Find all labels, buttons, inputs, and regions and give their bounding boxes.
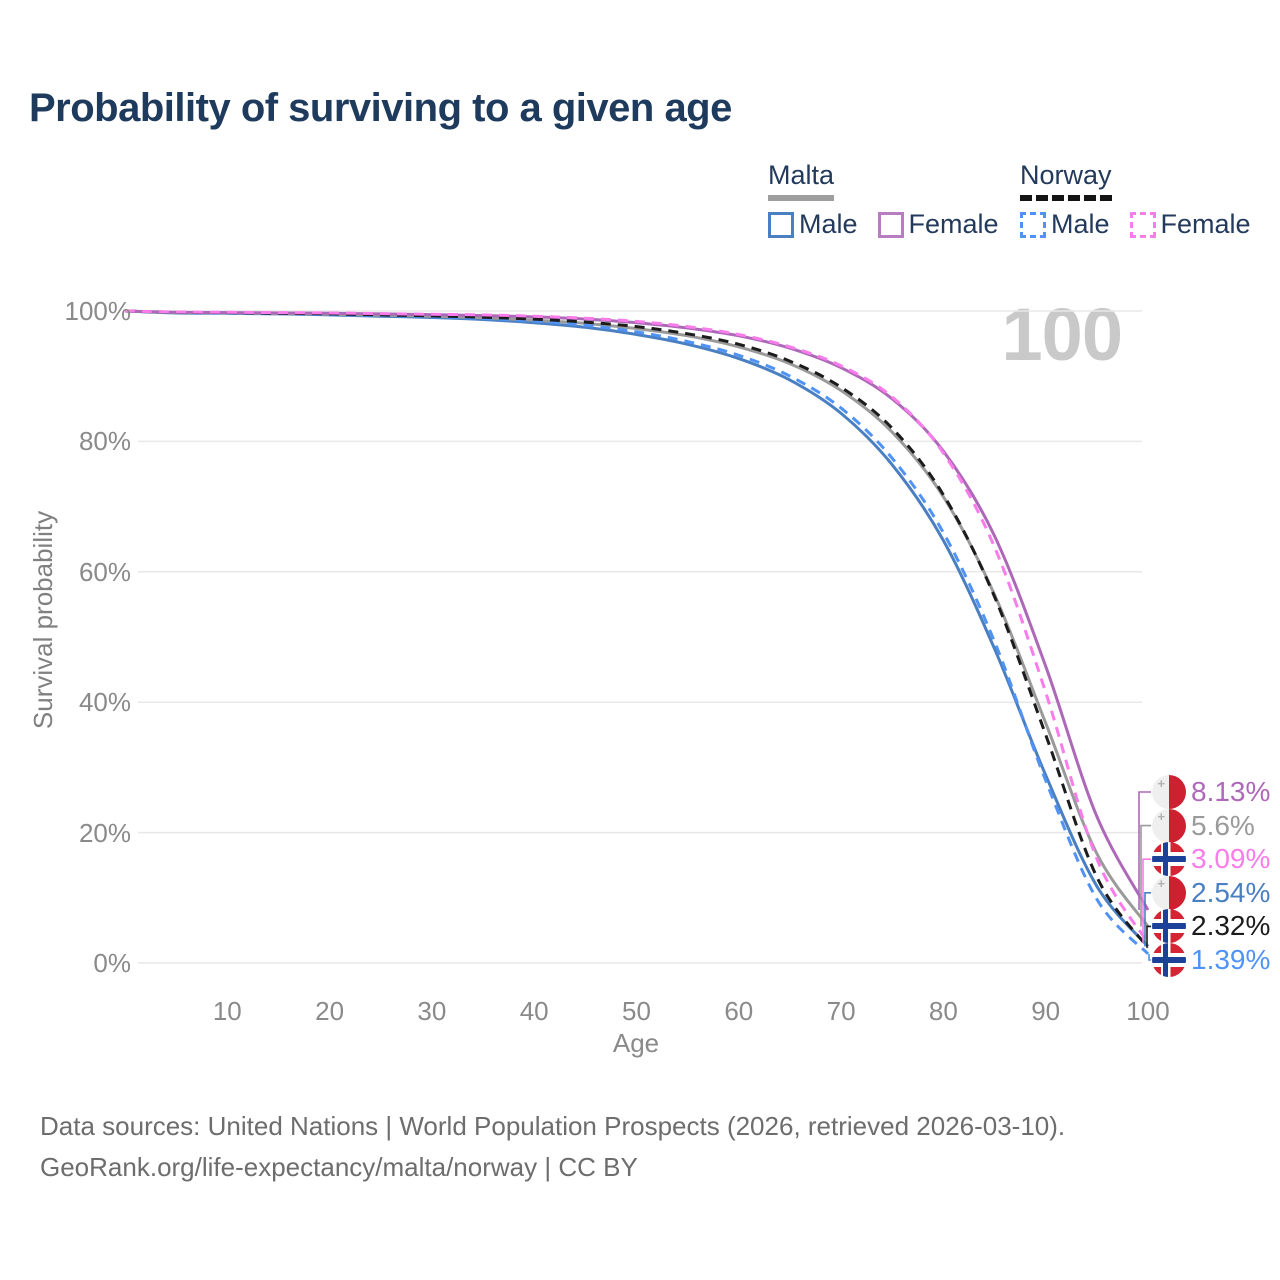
x-tick-label: 100 [1126,996,1170,1026]
y-tick-label: 20% [78,817,131,848]
leader-line [1142,858,1151,943]
footer: Data sources: United Nations | World Pop… [40,1106,1065,1188]
end-label-norway-male: 1.39% [1152,942,1270,978]
x-tick-label: 80 [928,996,958,1026]
malta-female-swatch-icon [877,211,904,238]
norway-flag-icon [1152,943,1186,977]
end-value-label: 2.54% [1191,876,1271,908]
y-tick-label: 0% [93,948,131,978]
series-line-norway-male [124,309,1150,955]
y-tick-label: 40% [78,687,131,718]
x-tick-label: 70 [826,996,856,1026]
end-label-malta-male: 2.54% [1152,875,1270,911]
series-line-malta-female [124,309,1150,911]
legend-label: Male [799,209,858,239]
malta-male-swatch-icon [768,211,794,238]
footer-sources-line: Data sources: United Nations | World Pop… [40,1111,1066,1141]
legend-group-norway: Norway Male Female [1020,160,1271,240]
leader-line [1144,892,1151,947]
footer-attribution-line: GeoRank.org/life-expectancy/malta/norway… [40,1152,638,1182]
legend-entry-norway-male[interactable]: Male [1020,209,1110,240]
x-tick-label: 20 [315,996,345,1026]
end-value-label: 2.32% [1191,910,1271,942]
series-line-norway-both-sexes [124,309,1150,949]
norway-female-swatch-icon [1129,211,1156,238]
age-counter-watermark: 100 [1001,293,1123,376]
y-tick-label: 80% [78,426,131,457]
norway-flag-icon [1152,842,1186,877]
leader-line [1138,791,1151,910]
y-tick-label: 100% [64,296,132,326]
legend-entry-norway-female[interactable]: Female [1129,209,1251,240]
norway-flag-icon [1152,909,1186,944]
end-value-label: 1.39% [1191,944,1271,975]
x-tick-label: 90 [1031,996,1061,1026]
malta-flag-icon [1152,775,1186,809]
end-label-malta-female: 8.13% [1152,774,1270,810]
legend-entry-malta-female[interactable]: Female [877,209,999,240]
end-value-label: 3.09% [1191,843,1271,875]
end-label-malta-both-sexes: 5.6% [1152,808,1255,844]
leader-line [1146,925,1151,948]
legend-label: Female [1160,209,1251,239]
end-label-norway-female: 3.09% [1152,841,1270,877]
leader-line [1140,824,1151,927]
legend-row-norway: Male Female [1020,209,1271,240]
legend-group-malta: Malta Male Female [768,160,1019,240]
x-tick-label: 40 [519,996,549,1026]
legend-label: Male [1051,209,1110,239]
norway-male-swatch-icon [1020,211,1046,238]
page-title: Probability of surviving to a given age [29,86,732,130]
y-tick-label: 60% [78,556,131,587]
series-line-malta-male [124,309,1150,948]
x-tick-label: 30 [417,996,447,1026]
series-line-malta-both-sexes [124,309,1150,928]
x-tick-label: 10 [212,996,242,1026]
end-label-norway-both-sexes: 2.32% [1152,908,1270,944]
series-line-norway-female [124,309,1150,944]
legend-entry-malta-male[interactable]: Male [768,209,858,240]
x-axis-title: Age [612,1028,660,1058]
legend-row-malta: Male Female [768,209,1019,240]
leader-line [1148,953,1151,961]
end-value-label: 5.6% [1191,809,1255,841]
legend-label: Female [908,209,999,239]
x-tick-label: 60 [724,996,754,1026]
end-value-label: 8.13% [1191,776,1271,807]
malta-flag-icon [1152,808,1186,843]
x-tick-label: 50 [622,996,651,1026]
legend-country-malta: Malta [768,160,835,201]
malta-flag-icon [1152,875,1186,910]
legend-country-norway: Norway [1020,160,1112,201]
